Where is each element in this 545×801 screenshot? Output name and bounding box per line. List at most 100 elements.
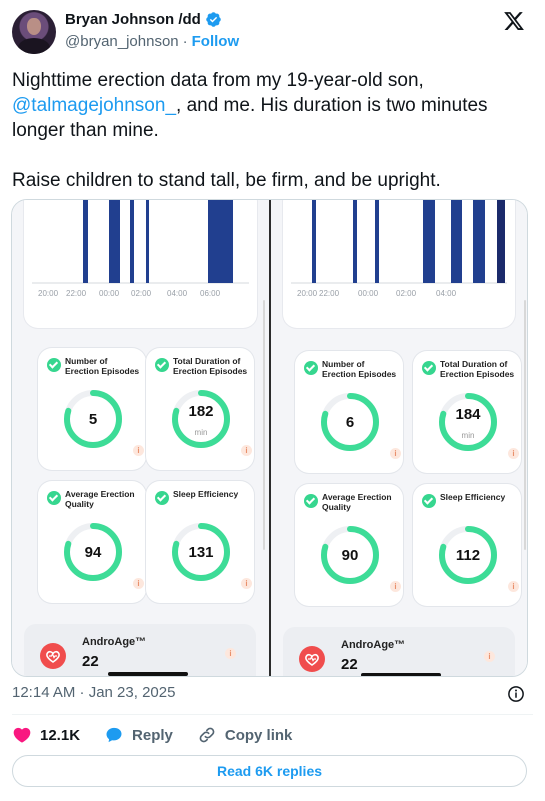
info-icon[interactable]: i	[241, 445, 252, 456]
metric-value: 90	[341, 547, 359, 564]
x-tick-label: 04:00	[436, 289, 457, 298]
author-name-row: Bryan Johnson /dd	[65, 11, 222, 28]
episode-bar-0	[83, 200, 88, 283]
check-icon	[47, 491, 61, 505]
metric-value: 112	[455, 547, 481, 564]
progress-ring-arc	[172, 390, 230, 448]
metric-label: Total Duration of Erection Episodes	[440, 359, 515, 379]
heart-icon	[40, 643, 66, 669]
progress-ring	[439, 526, 497, 584]
info-icon[interactable]: i	[484, 651, 495, 662]
episode-bar-5	[227, 200, 233, 283]
info-icon[interactable]: i	[508, 581, 519, 592]
like-count: 12.1K	[40, 726, 81, 744]
scrollbar-left	[263, 300, 265, 550]
tweet-timestamp[interactable]: 12:14 AM · Jan 23, 2025	[12, 684, 176, 701]
episode-bar-4	[451, 200, 462, 283]
info-icon[interactable]: i	[390, 581, 401, 592]
progress-ring	[64, 390, 122, 448]
reply-bubble-icon	[106, 727, 122, 743]
reply-button[interactable]: Reply	[104, 725, 173, 745]
progress-ring	[321, 393, 379, 451]
metric-card-duration: Total Duration of Erection Episodes 182 …	[146, 348, 254, 470]
x-tick-label: 00:00	[358, 289, 379, 298]
check-icon	[422, 494, 436, 508]
metric-label: Number of Erection Episodes	[65, 356, 140, 376]
progress-ring	[64, 523, 122, 581]
tweet-paragraph-2: Raise children to stand tall, be firm, a…	[12, 170, 441, 191]
episode-bar-3	[423, 200, 435, 283]
check-icon	[304, 361, 318, 375]
metric-card-episodes: Number of Erection Episodes 5 i	[38, 348, 146, 470]
x-tick-label: 20:00	[297, 289, 318, 298]
metric-label: Average Erection Quality	[322, 492, 392, 512]
chart-card-right: 20:00 22:00 00:00 02:00 04:00	[283, 200, 515, 328]
info-icon[interactable]: i	[241, 578, 252, 589]
heart-icon	[299, 646, 325, 672]
androage-label: AndroAge™	[82, 636, 147, 648]
progress-ring	[172, 390, 230, 448]
x-logo-icon[interactable]	[503, 10, 525, 32]
tweet-header: Bryan Johnson /dd @bryan_johnson · Follo…	[12, 10, 533, 54]
follow-button[interactable]: Follow	[191, 33, 240, 50]
episode-bar-2	[130, 200, 134, 283]
check-icon	[155, 491, 169, 505]
episode-bar-2	[375, 200, 379, 283]
episode-bar-3	[146, 200, 149, 283]
info-icon[interactable]: i	[133, 578, 144, 589]
bar-chart-right: 20:00 22:00 00:00 02:00 04:00	[291, 200, 507, 298]
metric-card-duration: Total Duration of Erection Episodes 184 …	[413, 351, 521, 473]
home-indicator	[361, 673, 441, 676]
progress-ring-arc	[321, 526, 379, 584]
info-icon[interactable]: i	[225, 648, 236, 659]
author-name[interactable]: Bryan Johnson /dd	[65, 11, 201, 28]
metric-card-quality: Average Erection Quality 94 i	[38, 481, 146, 603]
androage-label: AndroAge™	[341, 639, 406, 651]
metric-card-sleep: Sleep Efficiency 131 i	[146, 481, 254, 603]
copy-link-button[interactable]: Copy link	[197, 725, 292, 745]
x-tick-label: 22:00	[319, 289, 340, 298]
metric-value: 131	[188, 544, 214, 561]
chart-card-left: 20:00 22:00 00:00 02:00 04:00 06:00	[24, 200, 257, 328]
androage-value: 22	[82, 653, 99, 670]
author-avatar[interactable]	[12, 10, 56, 54]
episode-bar-1	[109, 200, 120, 283]
panel-divider	[269, 200, 271, 676]
info-icon[interactable]: i	[508, 448, 519, 459]
avatar-face	[27, 18, 41, 35]
media-panel-left: 20:00 22:00 00:00 02:00 04:00 06:00 Number of…	[12, 200, 269, 676]
progress-ring-arc	[64, 523, 122, 581]
metric-card-sleep: Sleep Efficiency 112 i	[413, 484, 521, 606]
metric-label: Total Duration of Erection Episodes	[173, 356, 248, 376]
metric-label: Number of Erection Episodes	[322, 359, 397, 379]
scrollbar-right	[524, 300, 526, 550]
info-icon[interactable]: i	[133, 445, 144, 456]
episode-bar-5	[473, 200, 485, 283]
footer-divider	[12, 714, 533, 715]
handle-separator: ·	[182, 33, 188, 50]
tweet-text-suffix: , and me. His duration is two minutes lo…	[12, 95, 488, 141]
check-icon	[422, 361, 436, 375]
metric-label: Average Erection Quality	[65, 489, 135, 509]
avatar-body	[18, 38, 50, 54]
episode-bar-6	[497, 200, 505, 283]
read-replies-button[interactable]: Read 6K replies	[12, 755, 527, 787]
bar-chart-left: 20:00 22:00 00:00 02:00 04:00 06:00	[32, 200, 249, 298]
info-icon[interactable]: i	[390, 448, 401, 459]
x-tick-label: 20:00	[38, 289, 59, 298]
tweet-media[interactable]: 20:00 22:00 00:00 02:00 04:00 06:00 Number of…	[11, 199, 528, 677]
author-handle[interactable]: @bryan_johnson	[65, 33, 179, 50]
progress-ring-arc	[172, 523, 230, 581]
heart-filled-icon	[13, 727, 31, 743]
metric-value: 5	[88, 411, 98, 428]
mention-link[interactable]: @talmagejohnson_	[12, 95, 177, 116]
author-handle-row: @bryan_johnson · Follow	[65, 33, 239, 50]
x-tick-label: 04:00	[167, 289, 188, 298]
like-button[interactable]: 12.1K	[12, 725, 80, 745]
link-icon	[199, 727, 215, 743]
episode-bar-4	[208, 200, 227, 283]
check-icon	[47, 358, 61, 372]
info-circle-icon[interactable]	[507, 685, 525, 703]
action-bar: 12.1K Reply Copy link	[12, 724, 316, 746]
metric-value: 94	[84, 544, 102, 561]
